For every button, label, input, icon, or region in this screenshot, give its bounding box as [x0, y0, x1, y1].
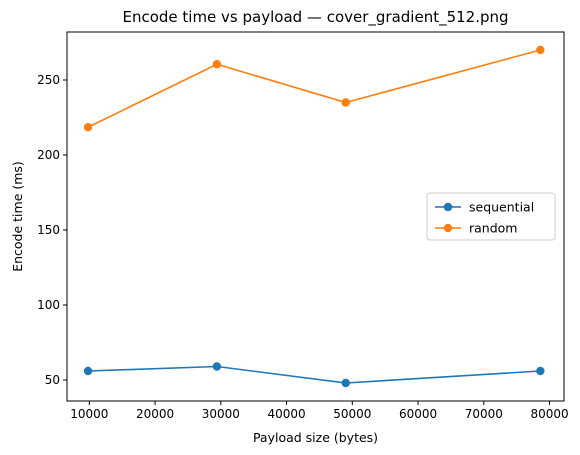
data-point-random	[83, 123, 93, 132]
axes-frame	[66, 31, 565, 402]
x-tick-label: 60000	[399, 407, 437, 421]
y-tick-label: 200	[37, 148, 60, 162]
legend: sequential random	[426, 192, 556, 241]
legend-label-random: random	[469, 221, 517, 236]
data-point-sequential	[341, 378, 350, 388]
y-tick-label: 100	[37, 298, 60, 312]
x-tick-label: 10000	[70, 407, 108, 421]
y-axis-ticks: 50 100 150 200 250	[37, 73, 67, 387]
x-tick-label: 40000	[267, 407, 305, 421]
x-tick-label: 20000	[136, 407, 174, 421]
legend-label-sequential: sequential	[469, 200, 534, 215]
chart-title: Encode time vs payload — cover_gradient_…	[122, 8, 508, 27]
data-point-random	[212, 60, 222, 69]
y-axis-label: Encode time (ms)	[10, 161, 25, 272]
x-tick-label: 80000	[530, 407, 568, 421]
data-point-sequential	[536, 366, 545, 376]
plot-area: 10000 20000 30000 40000 50000 60000 70000 80000…	[37, 31, 569, 421]
x-tick-label: 50000	[333, 407, 371, 421]
series-layer	[83, 45, 545, 388]
data-point-sequential	[83, 366, 93, 376]
data-point-random	[536, 45, 545, 55]
series-line-sequential	[88, 365, 541, 384]
data-point-random	[341, 98, 350, 107]
y-tick-label: 50	[45, 373, 60, 387]
x-tick-label: 30000	[202, 407, 240, 421]
series-line-random	[87, 49, 541, 128]
x-axis-ticks: 10000 20000 30000 40000 50000 60000 70000 80000	[70, 401, 569, 421]
legend-marker-sequential	[443, 202, 453, 212]
y-tick-label: 250	[37, 73, 60, 87]
legend-marker-random	[443, 223, 453, 233]
data-point-sequential	[212, 362, 222, 371]
x-axis-label: Payload size (bytes)	[253, 430, 378, 445]
x-tick-label: 70000	[465, 407, 503, 421]
y-tick-label: 150	[37, 223, 60, 237]
